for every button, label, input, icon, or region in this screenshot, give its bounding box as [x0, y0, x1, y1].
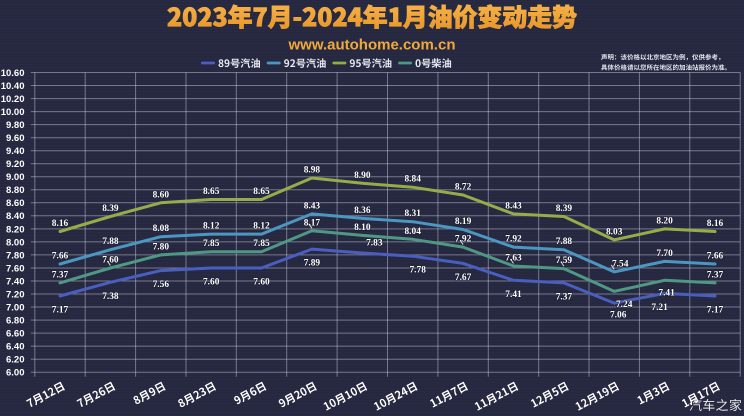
svg-text:7.85: 7.85	[253, 239, 270, 249]
svg-text:7.88: 7.88	[556, 237, 573, 247]
svg-text:8.31: 8.31	[404, 209, 421, 219]
svg-text:8.08: 8.08	[153, 224, 170, 234]
svg-text:6.20: 6.20	[6, 355, 25, 366]
svg-text:6.60: 6.60	[6, 329, 25, 340]
svg-text:10.60: 10.60	[1, 68, 25, 79]
svg-text:8.98: 8.98	[304, 166, 321, 176]
svg-text:8.65: 8.65	[203, 187, 220, 197]
svg-text:7.06: 7.06	[610, 311, 627, 321]
svg-text:6.00: 6.00	[6, 368, 25, 379]
svg-text:9.40: 9.40	[6, 146, 25, 157]
svg-text:8.16: 8.16	[707, 219, 724, 229]
svg-text:8.19: 8.19	[455, 217, 472, 227]
svg-text:8.03: 8.03	[606, 227, 623, 237]
svg-text:8.12: 8.12	[203, 222, 220, 232]
svg-text:7.60: 7.60	[203, 278, 220, 288]
svg-text:10.00: 10.00	[1, 107, 25, 118]
svg-text:7.63: 7.63	[505, 254, 522, 264]
svg-text:8.36: 8.36	[354, 206, 371, 216]
svg-text:7.17: 7.17	[52, 306, 69, 316]
svg-text:7.67: 7.67	[455, 273, 472, 283]
svg-text:8.10: 8.10	[354, 223, 371, 233]
svg-text:7.37: 7.37	[556, 292, 573, 302]
svg-text:7.40: 7.40	[6, 276, 25, 287]
svg-text:8.72: 8.72	[455, 183, 472, 193]
svg-text:8.80: 8.80	[6, 185, 25, 196]
svg-text:8.12: 8.12	[253, 222, 270, 232]
svg-text:7.41: 7.41	[658, 288, 675, 298]
svg-text:8.17: 8.17	[304, 218, 321, 228]
svg-text:7.60: 7.60	[6, 263, 25, 274]
svg-text:7.88: 7.88	[102, 237, 119, 247]
svg-text:8.90: 8.90	[354, 171, 371, 181]
svg-text:7.54: 7.54	[612, 259, 629, 269]
svg-text:7.89: 7.89	[304, 259, 321, 269]
svg-text:8.43: 8.43	[304, 201, 321, 211]
svg-text:7.56: 7.56	[153, 280, 170, 290]
svg-text:8.65: 8.65	[253, 187, 270, 197]
svg-text:7.78: 7.78	[409, 266, 426, 276]
svg-text:7.80: 7.80	[153, 242, 170, 252]
svg-text:10.40: 10.40	[1, 81, 25, 92]
svg-text:7.60: 7.60	[253, 278, 270, 288]
svg-text:9.20: 9.20	[6, 159, 25, 170]
svg-text:9.60: 9.60	[6, 133, 25, 144]
svg-text:8.60: 8.60	[153, 190, 170, 200]
svg-text:8.60: 8.60	[6, 198, 25, 209]
svg-text:7.66: 7.66	[707, 252, 724, 262]
svg-text:8.20: 8.20	[656, 216, 673, 226]
svg-text:7.00: 7.00	[6, 302, 25, 313]
svg-text:7.92: 7.92	[505, 235, 522, 245]
svg-text:7.60: 7.60	[102, 256, 119, 266]
svg-text:6.40: 6.40	[6, 342, 25, 353]
svg-text:7.38: 7.38	[102, 292, 119, 302]
svg-text:7.21: 7.21	[651, 303, 668, 313]
svg-text:8.04: 8.04	[404, 227, 421, 237]
svg-text:8.39: 8.39	[556, 204, 573, 214]
svg-text:7.41: 7.41	[505, 290, 522, 300]
svg-text:7.80: 7.80	[6, 250, 25, 261]
svg-text:8.16: 8.16	[52, 219, 69, 229]
svg-text:8.00: 8.00	[6, 237, 25, 248]
svg-text:7.20: 7.20	[6, 289, 25, 300]
svg-text:7.66: 7.66	[52, 252, 69, 262]
svg-text:7.37: 7.37	[707, 270, 724, 280]
svg-text:8.39: 8.39	[102, 204, 119, 214]
svg-text:7.24: 7.24	[616, 300, 633, 310]
svg-text:7.37: 7.37	[52, 270, 69, 280]
svg-text:6.80: 6.80	[6, 316, 25, 327]
svg-text:7.83: 7.83	[366, 239, 383, 249]
svg-text:7.59: 7.59	[556, 256, 573, 266]
svg-text:7.70: 7.70	[656, 249, 673, 259]
svg-text:www.autohome.com.cn: www.autohome.com.cn	[288, 37, 456, 54]
svg-text:7.85: 7.85	[203, 239, 220, 249]
svg-text:7.17: 7.17	[707, 306, 724, 316]
svg-text:8.43: 8.43	[505, 201, 522, 211]
svg-text:8.84: 8.84	[404, 175, 421, 185]
svg-text:7.92: 7.92	[455, 235, 472, 245]
svg-text:10.20: 10.20	[1, 94, 25, 105]
svg-text:8.20: 8.20	[6, 224, 25, 235]
svg-text:9.00: 9.00	[6, 172, 25, 183]
svg-text:8.40: 8.40	[6, 211, 25, 222]
svg-text:9.80: 9.80	[6, 120, 25, 131]
